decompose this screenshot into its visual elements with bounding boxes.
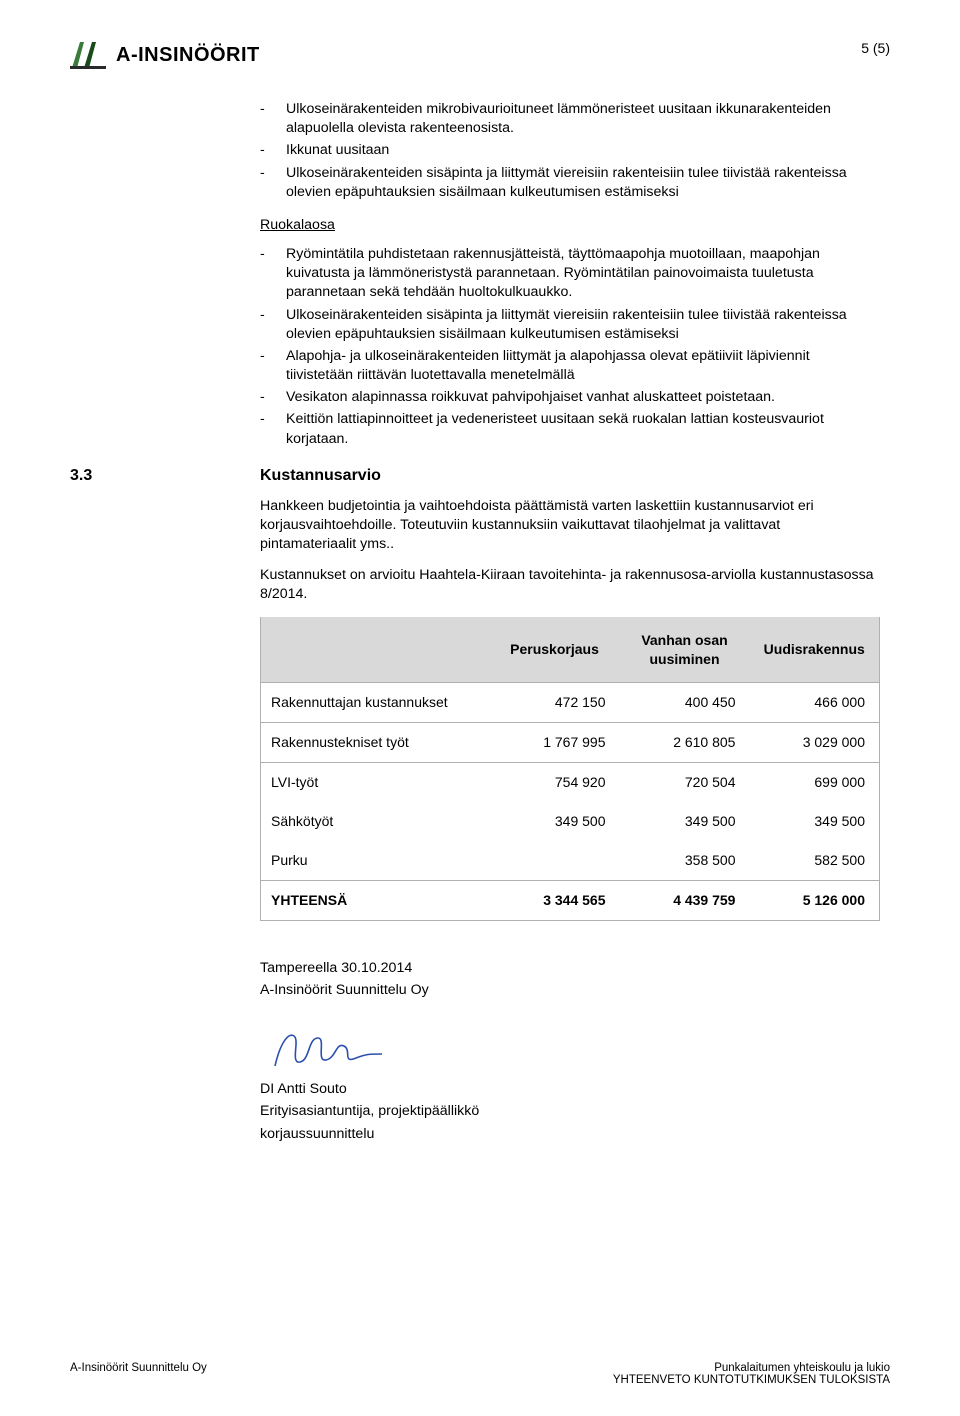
list-item: -Keittiön lattiapinnoitteet ja vedeneris…	[260, 410, 880, 448]
page-header: A-INSINÖÖRIT 5 (5)	[70, 40, 890, 70]
list-item: -Ikkunat uusitaan	[260, 141, 880, 160]
sig-company: A-Insinöörit Suunnittelu Oy	[260, 981, 880, 1000]
list-item: -Ulkoseinärakenteiden sisäpinta ja liitt…	[260, 164, 880, 202]
footer-right-1: Punkalaitumen yhteiskoulu ja lukio	[613, 1362, 890, 1374]
section-para-2: Kustannukset on arvioitu Haahtela-Kiiraa…	[260, 566, 880, 604]
content-block-2: Hankkeen budjetointia ja vaihtoehdoista …	[70, 497, 890, 1144]
footer-right: Punkalaitumen yhteiskoulu ja lukio YHTEE…	[613, 1362, 890, 1386]
table-cell-value: 5 126 000	[749, 880, 879, 920]
table-row: Rakennustekniset työt1 767 9952 610 8053…	[261, 723, 880, 763]
ruokala-bullet-list: -Ryömintätila puhdistetaan rakennusjätte…	[260, 245, 880, 449]
bullet-dash: -	[260, 245, 286, 303]
top-bullet-list: -Ulkoseinärakenteiden mikrobivaurioitune…	[260, 100, 880, 202]
sig-title: Erityisasiantuntija, projektipäällikkö	[260, 1102, 880, 1121]
list-item: -Ulkoseinärakenteiden mikrobivaurioitune…	[260, 100, 880, 138]
table-cell-label: Purku	[261, 841, 490, 880]
bullet-text: Ulkoseinärakenteiden mikrobivaurioitunee…	[286, 100, 880, 138]
list-item: -Ryömintätila puhdistetaan rakennusjätte…	[260, 245, 880, 303]
footer-right-2: YHTEENVETO KUNTOTUTKIMUKSEN TULOKSISTA	[613, 1374, 890, 1386]
table-row-total: YHTEENSÄ3 344 5654 439 7595 126 000	[261, 880, 880, 920]
table-row: Purku 358 500582 500	[261, 841, 880, 880]
bullet-text: Keittiön lattiapinnoitteet ja vedenerist…	[286, 410, 880, 448]
page-number: 5 (5)	[861, 40, 890, 56]
table-header-cell: Uudisrakennus	[749, 617, 879, 683]
table-header-cell: Peruskorjaus	[490, 617, 620, 683]
table-cell-value: 582 500	[749, 841, 879, 880]
ruokala-heading: Ruokalaosa	[260, 216, 880, 235]
table-cell-label: LVI-työt	[261, 763, 490, 802]
logo-text: A-INSINÖÖRIT	[116, 44, 260, 67]
table-cell-value: 3 029 000	[749, 723, 879, 763]
page-footer: A-Insinöörit Suunnittelu Oy Punkalaitume…	[70, 1362, 890, 1386]
table-row: LVI-työt754 920720 504699 000	[261, 763, 880, 802]
table-cell-value: 358 500	[620, 841, 750, 880]
table-cell-label: Rakennuttajan kustannukset	[261, 683, 490, 723]
bullet-dash: -	[260, 410, 286, 448]
section-number: 3.3	[70, 467, 260, 485]
table-row: Rakennuttajan kustannukset472 150400 450…	[261, 683, 880, 723]
cost-table: PeruskorjausVanhan osan uusiminenUudisra…	[260, 617, 880, 921]
content-block-1: -Ulkoseinärakenteiden mikrobivaurioitune…	[70, 100, 890, 449]
table-cell-value: 720 504	[620, 763, 750, 802]
signature-scribble	[260, 1024, 880, 1080]
bullet-dash: -	[260, 347, 286, 385]
section-title: Kustannusarvio	[260, 467, 381, 485]
table-cell-value	[490, 841, 620, 880]
bullet-text: Ikkunat uusitaan	[286, 141, 880, 160]
sig-dept: korjaussuunnittelu	[260, 1125, 880, 1144]
logo-icon	[70, 40, 108, 70]
logo: A-INSINÖÖRIT	[70, 40, 260, 70]
table-cell-value: 699 000	[749, 763, 879, 802]
sig-name: DI Antti Souto	[260, 1080, 880, 1099]
bullet-dash: -	[260, 141, 286, 160]
bullet-dash: -	[260, 100, 286, 138]
section-para-1: Hankkeen budjetointia ja vaihtoehdoista …	[260, 497, 880, 555]
table-row: Sähkötyöt349 500349 500349 500	[261, 802, 880, 841]
list-item: -Alapohja- ja ulkoseinärakenteiden liitt…	[260, 347, 880, 385]
table-cell-value: 4 439 759	[620, 880, 750, 920]
table-cell-value: 349 500	[490, 802, 620, 841]
table-cell-value: 754 920	[490, 763, 620, 802]
table-cell-value: 2 610 805	[620, 723, 750, 763]
bullet-text: Ryömintätila puhdistetaan rakennusjättei…	[286, 245, 880, 303]
bullet-dash: -	[260, 164, 286, 202]
table-cell-value: 349 500	[749, 802, 879, 841]
table-cell-label: Sähkötyöt	[261, 802, 490, 841]
list-item: -Ulkoseinärakenteiden sisäpinta ja liitt…	[260, 306, 880, 344]
table-cell-value: 400 450	[620, 683, 750, 723]
bullet-dash: -	[260, 306, 286, 344]
table-cell-value: 3 344 565	[490, 880, 620, 920]
footer-left: A-Insinöörit Suunnittelu Oy	[70, 1362, 207, 1386]
table-cell-value: 472 150	[490, 683, 620, 723]
table-cell-value: 466 000	[749, 683, 879, 723]
sig-place-date: Tampereella 30.10.2014	[260, 959, 880, 978]
bullet-text: Ulkoseinärakenteiden sisäpinta ja liitty…	[286, 164, 880, 202]
section-heading-row: 3.3 Kustannusarvio	[70, 467, 890, 485]
table-cell-value: 1 767 995	[490, 723, 620, 763]
page: A-INSINÖÖRIT 5 (5) -Ulkoseinärakenteiden…	[0, 0, 960, 1416]
bullet-text: Vesikaton alapinnassa roikkuvat pahvipoh…	[286, 388, 880, 407]
table-cell-label: YHTEENSÄ	[261, 880, 490, 920]
signature-block: Tampereella 30.10.2014 A-Insinöörit Suun…	[260, 959, 880, 1144]
table-header-cell: Vanhan osan uusiminen	[620, 617, 750, 683]
table-header-cell	[261, 617, 490, 683]
bullet-text: Ulkoseinärakenteiden sisäpinta ja liitty…	[286, 306, 880, 344]
bullet-text: Alapohja- ja ulkoseinärakenteiden liitty…	[286, 347, 880, 385]
bullet-dash: -	[260, 388, 286, 407]
list-item: -Vesikaton alapinnassa roikkuvat pahvipo…	[260, 388, 880, 407]
table-cell-label: Rakennustekniset työt	[261, 723, 490, 763]
table-cell-value: 349 500	[620, 802, 750, 841]
